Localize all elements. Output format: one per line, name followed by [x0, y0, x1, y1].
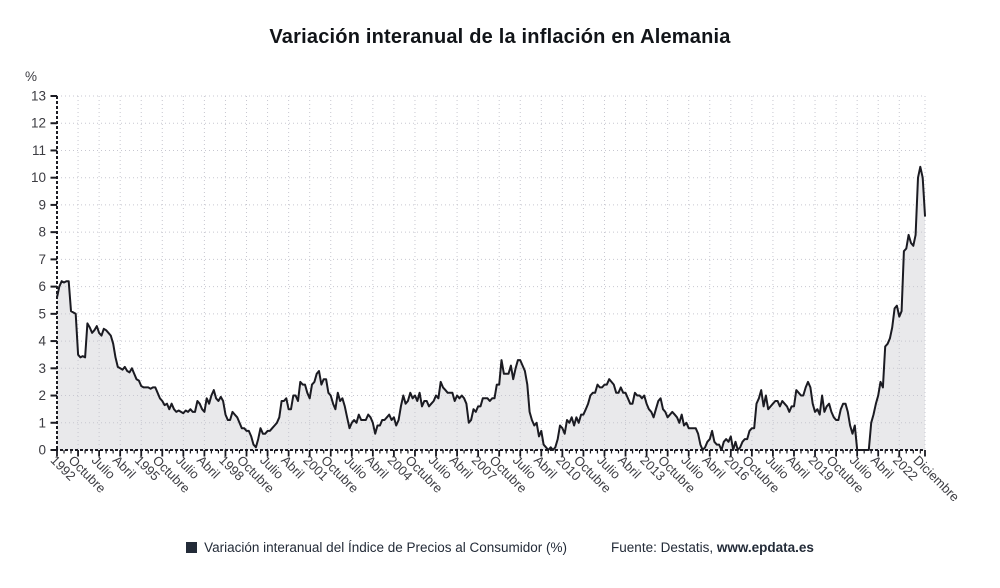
svg-text:Abril: Abril [615, 453, 644, 482]
legend-swatch-icon [186, 542, 198, 553]
svg-text:Abril: Abril [447, 453, 476, 482]
svg-text:2: 2 [38, 388, 46, 403]
svg-text:13: 13 [31, 89, 46, 104]
svg-text:Abril: Abril [278, 453, 307, 482]
source-prefix: Fuente: Destatis, [611, 540, 717, 555]
svg-text:0: 0 [38, 443, 46, 458]
svg-text:Abril: Abril [531, 453, 560, 482]
svg-text:4: 4 [38, 334, 46, 349]
source-note: Fuente: Destatis, www.epdata.es [611, 540, 814, 555]
svg-text:Abril: Abril [110, 453, 139, 482]
source-link[interactable]: www.epdata.es [716, 540, 814, 555]
svg-text:6: 6 [38, 279, 46, 294]
chart-footer: Variación interanual del Índice de Preci… [0, 540, 1000, 555]
svg-text:Abril: Abril [194, 453, 223, 482]
svg-text:11: 11 [32, 143, 46, 158]
svg-text:Abril: Abril [362, 453, 391, 482]
svg-text:5: 5 [38, 306, 46, 321]
svg-text:8: 8 [38, 225, 46, 240]
svg-text:9: 9 [38, 197, 46, 212]
svg-text:%: % [25, 69, 37, 84]
legend: Variación interanual del Índice de Preci… [186, 540, 567, 555]
svg-text:10: 10 [31, 170, 46, 185]
svg-text:12: 12 [31, 116, 46, 131]
svg-text:1: 1 [38, 415, 46, 430]
svg-text:Abril: Abril [699, 453, 728, 482]
svg-text:Abril: Abril [868, 453, 897, 482]
svg-text:3: 3 [38, 361, 46, 376]
svg-text:Diciembre: Diciembre [910, 453, 962, 505]
svg-text:Abril: Abril [784, 453, 813, 482]
page-title: Variación interanual de la inflación en … [269, 26, 731, 48]
legend-label: Variación interanual del Índice de Preci… [204, 540, 568, 555]
svg-text:7: 7 [38, 252, 46, 267]
